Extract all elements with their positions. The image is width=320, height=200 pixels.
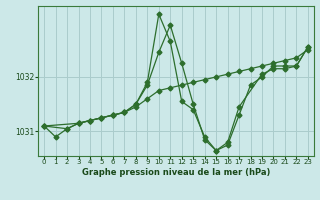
X-axis label: Graphe pression niveau de la mer (hPa): Graphe pression niveau de la mer (hPa) [82, 168, 270, 177]
